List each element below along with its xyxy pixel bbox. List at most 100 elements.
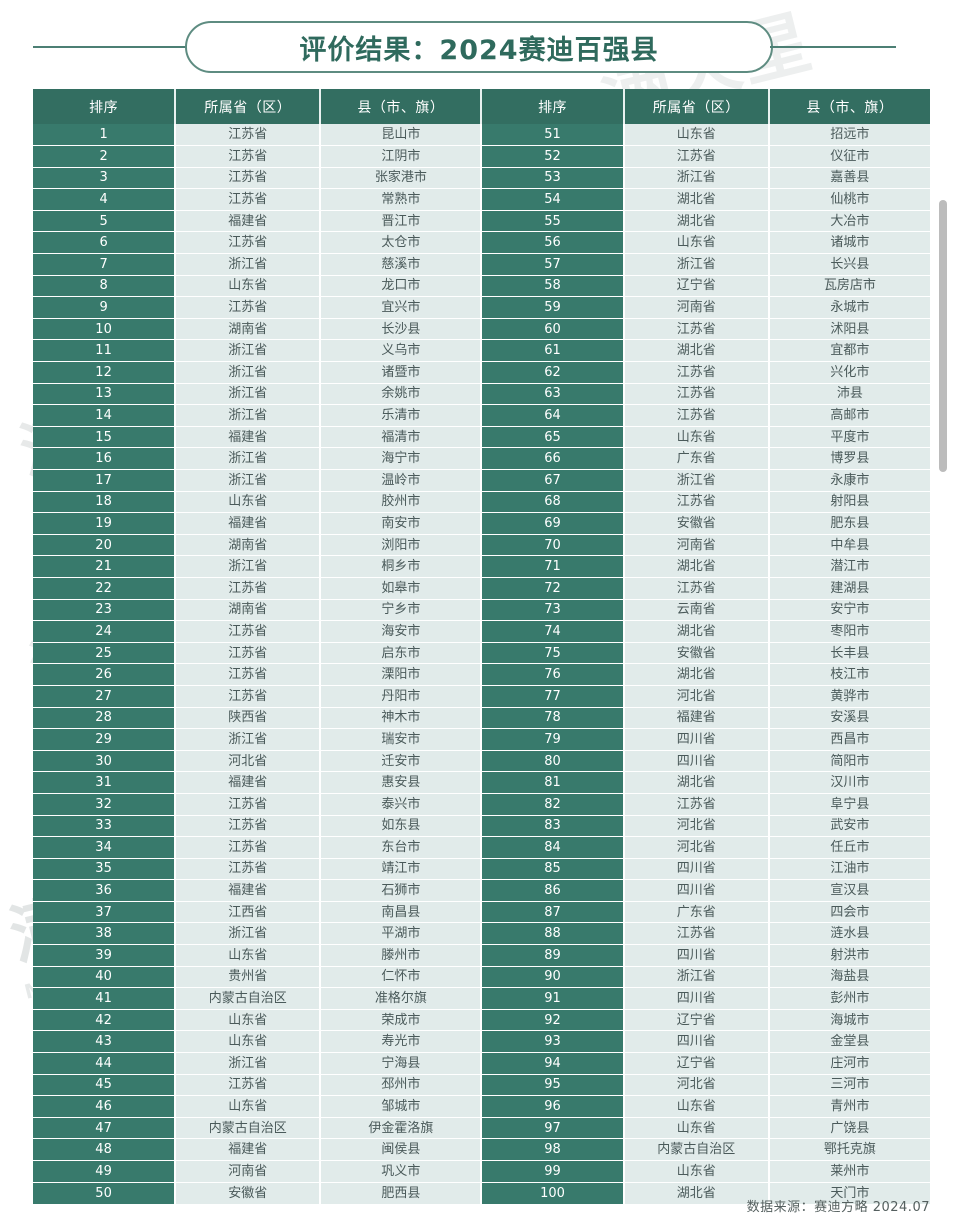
table-row: 30 河北省 迁安市 80 四川省 简阳市	[33, 750, 930, 773]
cell-rank-right: 80	[481, 750, 625, 773]
cell-province-right: 安徽省	[623, 512, 770, 535]
cell-county-right: 诸城市	[768, 231, 930, 255]
cell-rank-left: 11	[33, 339, 177, 363]
cell-county-left: 昆山市	[320, 124, 483, 147]
cell-province-left: 山东省	[175, 1009, 322, 1032]
cell-province-left: 安徽省	[175, 1182, 322, 1204]
cell-rank-left: 2	[33, 145, 177, 168]
cell-province-right: 山东省	[623, 124, 770, 147]
cell-county-left: 闽侯县	[320, 1138, 483, 1161]
cell-rank-right: 67	[481, 469, 625, 492]
cell-province-right: 山东省	[623, 426, 770, 449]
table-row: 20 湖南省 浏阳市 70 河南省 中牟县	[33, 534, 930, 557]
cell-rank-right: 71	[481, 555, 625, 578]
cell-county-right: 枝江市	[768, 663, 930, 686]
vertical-scrollbar-thumb[interactable]	[939, 200, 947, 472]
cell-province-right: 山东省	[623, 1095, 770, 1118]
table-row: 32 江苏省 泰兴市 82 江苏省 阜宁县	[33, 793, 930, 816]
table-body: 1 江苏省 昆山市 51 山东省 招远市 2 江苏省 江阴市 52 江苏省 仪征市 3 江苏省 张家港市 53…	[33, 124, 930, 1204]
cell-province-left: 湖南省	[175, 534, 322, 557]
cell-rank-right: 79	[481, 728, 625, 751]
cell-province-right: 湖北省	[623, 771, 770, 794]
cell-county-left: 邳州市	[320, 1074, 483, 1097]
cell-county-right: 广饶县	[768, 1117, 930, 1140]
cell-province-left: 河南省	[175, 1160, 322, 1183]
cell-province-right: 湖北省	[623, 188, 770, 211]
cell-county-right: 海盐县	[768, 966, 930, 989]
cell-province-right: 四川省	[623, 987, 770, 1010]
cell-county-right: 潜江市	[768, 555, 930, 578]
cell-county-right: 兴化市	[768, 361, 930, 384]
cell-province-left: 江苏省	[175, 231, 322, 255]
table-row: 49 河南省 巩义市 99 山东省 莱州市	[33, 1160, 930, 1183]
cell-county-right: 大冶市	[768, 210, 930, 233]
cell-province-right: 辽宁省	[623, 275, 770, 298]
title-rule-left	[33, 46, 188, 48]
cell-rank-left: 18	[33, 491, 177, 514]
cell-county-right: 黄骅市	[768, 685, 930, 708]
cell-rank-right: 56	[481, 231, 625, 255]
cell-province-right: 江苏省	[623, 318, 770, 341]
table-row: 39 山东省 滕州市 89 四川省 射洪市	[33, 944, 930, 967]
cell-province-right: 浙江省	[623, 167, 770, 190]
cell-rank-right: 72	[481, 577, 625, 600]
cell-rank-right: 94	[481, 1052, 625, 1075]
cell-county-left: 浏阳市	[320, 534, 483, 557]
cell-province-left: 江西省	[175, 901, 322, 924]
cell-rank-right: 90	[481, 966, 625, 989]
cell-province-right: 河南省	[623, 534, 770, 557]
cell-rank-left: 19	[33, 512, 177, 535]
cell-province-left: 江苏省	[175, 642, 322, 665]
table-row: 42 山东省 荣成市 92 辽宁省 海城市	[33, 1009, 930, 1032]
cell-rank-right: 82	[481, 793, 625, 816]
cell-province-right: 广东省	[623, 447, 770, 470]
cell-province-right: 山东省	[623, 1117, 770, 1140]
table-row: 27 江苏省 丹阳市 77 河北省 黄骅市	[33, 685, 930, 708]
column-header-rank-left: 排序	[33, 89, 177, 124]
cell-province-right: 河北省	[623, 1074, 770, 1097]
table-row: 43 山东省 寿光市 93 四川省 金堂县	[33, 1030, 930, 1054]
cell-county-left: 温岭市	[320, 469, 483, 492]
column-header-county-left: 县（市、旗）	[320, 89, 483, 124]
cell-county-left: 胶州市	[320, 491, 483, 514]
cell-province-left: 江苏省	[175, 836, 322, 859]
cell-province-right: 四川省	[623, 1030, 770, 1054]
cell-province-right: 浙江省	[623, 253, 770, 276]
cell-province-left: 山东省	[175, 1030, 322, 1054]
cell-province-left: 浙江省	[175, 728, 322, 751]
cell-county-right: 长丰县	[768, 642, 930, 665]
table-row: 7 浙江省 慈溪市 57 浙江省 长兴县	[33, 253, 930, 276]
cell-rank-right: 88	[481, 922, 625, 946]
cell-rank-left: 16	[33, 447, 177, 470]
table-row: 1 江苏省 昆山市 51 山东省 招远市	[33, 124, 930, 147]
cell-rank-left: 24	[33, 620, 177, 643]
cell-rank-left: 17	[33, 469, 177, 492]
table-row: 48 福建省 闽侯县 98 内蒙古自治区 鄂托克旗	[33, 1138, 930, 1161]
cell-province-left: 江苏省	[175, 858, 322, 881]
cell-rank-left: 36	[33, 879, 177, 902]
cell-province-right: 河北省	[623, 685, 770, 708]
cell-province-left: 江苏省	[175, 296, 322, 319]
cell-county-right: 永康市	[768, 469, 930, 492]
cell-province-left: 浙江省	[175, 922, 322, 946]
cell-province-left: 江苏省	[175, 1074, 322, 1097]
column-header-county-right: 县（市、旗）	[768, 89, 930, 124]
cell-rank-left: 29	[33, 728, 177, 751]
cell-county-left: 如东县	[320, 815, 483, 838]
cell-rank-right: 96	[481, 1095, 625, 1118]
cell-county-left: 乐清市	[320, 404, 483, 427]
cell-rank-right: 89	[481, 944, 625, 967]
cell-county-right: 鄂托克旗	[768, 1138, 930, 1161]
cell-county-left: 宁乡市	[320, 599, 483, 622]
title-pill: 评价结果：2024赛迪百强县	[185, 21, 773, 73]
cell-county-right: 长兴县	[768, 253, 930, 276]
cell-province-left: 江苏省	[175, 577, 322, 600]
cell-rank-right: 64	[481, 404, 625, 427]
table-row: 18 山东省 胶州市 68 江苏省 射阳县	[33, 491, 930, 514]
table-row: 10 湖南省 长沙县 60 江苏省 沭阳县	[33, 318, 930, 341]
cell-county-right: 枣阳市	[768, 620, 930, 643]
cell-county-left: 江阴市	[320, 145, 483, 168]
cell-rank-right: 78	[481, 707, 625, 730]
cell-province-right: 江苏省	[623, 491, 770, 514]
title-rule-right	[770, 46, 896, 48]
